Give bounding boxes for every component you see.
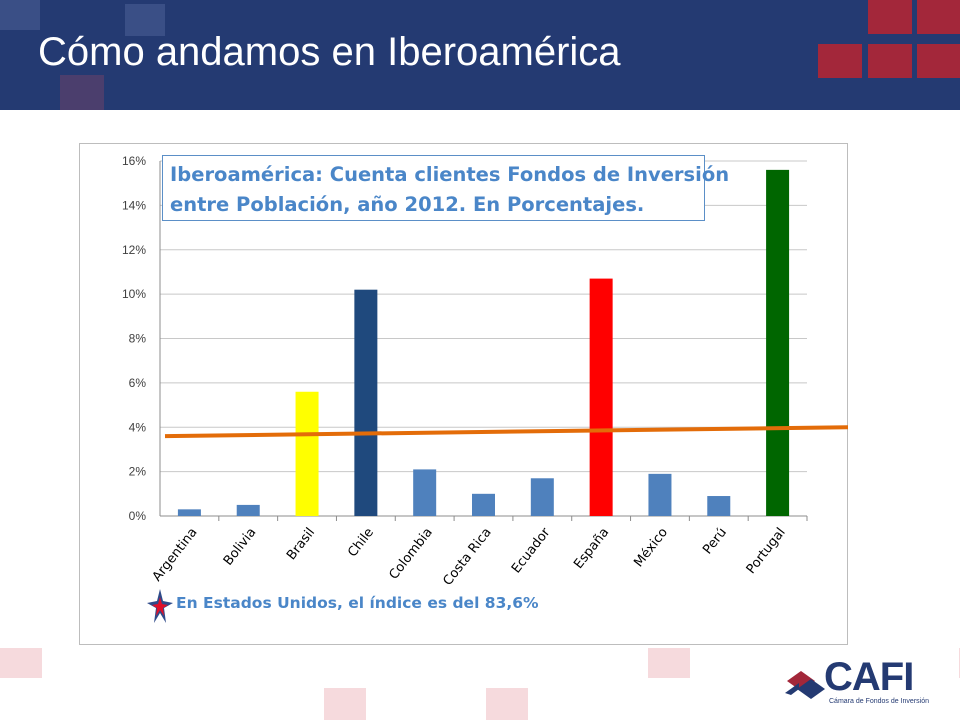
header-decor-square: [0, 0, 40, 30]
x-tick-label: Ecuador: [509, 525, 554, 577]
header-decor-square: [868, 44, 912, 78]
bar: [354, 289, 378, 516]
bar: [530, 478, 554, 516]
header-decor-square: [917, 0, 960, 34]
header-decor-square: [917, 44, 960, 78]
trend-line: [164, 425, 849, 439]
footer-decor-square: [486, 688, 528, 720]
y-tick-label: 16%: [122, 154, 146, 168]
bar: [472, 493, 495, 516]
chart-note: En Estados Unidos, el índice es del 83,6…: [176, 594, 539, 612]
bar: [589, 278, 613, 516]
bar: [648, 473, 672, 516]
x-tick-label: Costa Rica: [440, 525, 494, 588]
bar: [295, 391, 319, 516]
chart-title-line-2: entre Población, año 2012. En Porcentaje…: [170, 193, 645, 216]
slide-title: Cómo andamos en Iberoamérica: [38, 30, 621, 74]
y-tick-label: 12%: [122, 243, 146, 257]
footer-decor-square: [324, 688, 366, 720]
y-tick-label: 0%: [129, 509, 147, 523]
x-tick-label: España: [571, 525, 612, 572]
bar: [413, 469, 437, 516]
footer-decor-square: [648, 648, 690, 678]
y-tick-label: 6%: [129, 376, 147, 390]
chart-frame: [79, 143, 848, 645]
y-tick-label: 14%: [122, 198, 146, 212]
bar: [236, 504, 260, 516]
x-tick-label: Brasil: [284, 525, 318, 563]
x-tick-label: Perú: [700, 525, 730, 557]
x-tick-label: Argentina: [150, 525, 201, 584]
logo-text: CAFI: [824, 655, 914, 699]
x-tick-label: Bolivia: [221, 525, 260, 568]
y-tick-label: 2%: [129, 465, 147, 479]
bar: [707, 496, 731, 516]
header-decor-square: [868, 0, 912, 34]
footer-decor-square: [0, 648, 42, 678]
header-decor-square: [60, 75, 104, 110]
y-tick-label: 10%: [122, 287, 146, 301]
y-tick-label: 8%: [129, 332, 147, 346]
chart-title-line-1: Iberoamérica: Cuenta clientes Fondos de …: [170, 163, 730, 186]
bar: [177, 509, 201, 516]
chart-title-box: [162, 155, 705, 221]
logo: [767, 645, 959, 720]
header-decor-square: [125, 4, 165, 36]
y-tick-label: 4%: [129, 420, 147, 434]
logo-icon: [785, 671, 825, 699]
x-tick-label: Portugal: [744, 525, 789, 577]
star-icon: [147, 589, 173, 623]
x-tick-label: México: [631, 525, 671, 570]
header-decor-square: [818, 44, 862, 78]
x-tick-label: Chile: [345, 525, 377, 560]
logo-subtitle: Cámara de Fondos de Inversión: [829, 698, 929, 705]
x-tick-label: Colombia: [386, 525, 435, 582]
slide-header: [0, 0, 960, 110]
bar: [766, 169, 790, 516]
